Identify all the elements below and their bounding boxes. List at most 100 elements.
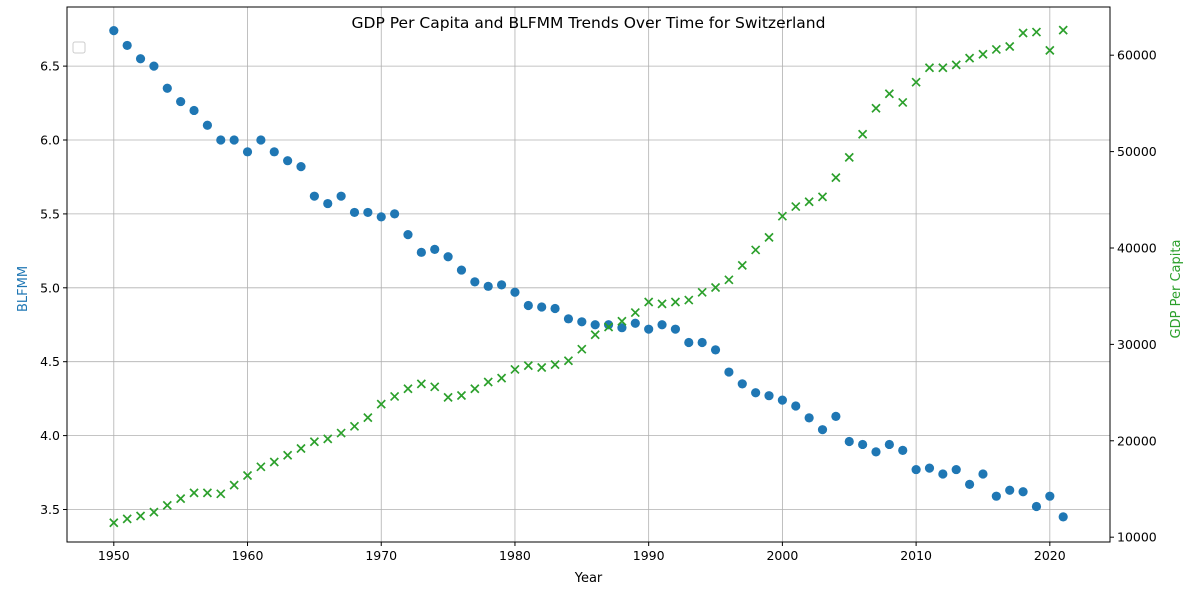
gdp-point — [390, 391, 400, 402]
blfmm-point — [122, 40, 132, 51]
gdp-point — [777, 211, 787, 221]
right-y-tick-label: 10000 — [1117, 530, 1157, 545]
blfmm-point — [964, 479, 975, 489]
blfmm-point — [443, 252, 453, 262]
blfmm-point — [617, 323, 627, 333]
blfmm-point — [1005, 485, 1015, 495]
gdp-point — [122, 514, 132, 524]
blfmm-point — [991, 491, 1001, 501]
gdp-point — [216, 489, 226, 499]
left-y-tick-label: 5.5 — [40, 206, 60, 221]
blfmm-point — [149, 61, 159, 71]
gdp-point — [764, 232, 774, 242]
gdp-point — [550, 360, 560, 370]
blfmm-series — [109, 26, 1068, 522]
x-tick-label: 2020 — [1034, 548, 1066, 563]
gdp-point — [978, 49, 988, 59]
gdp-point — [577, 344, 587, 354]
x-axis-label: Year — [574, 571, 603, 586]
blfmm-point — [924, 463, 935, 473]
gdp-point — [483, 377, 493, 387]
right-y-tick-label: 20000 — [1117, 433, 1157, 448]
gdp-point — [109, 518, 119, 528]
gdp-point — [791, 201, 801, 212]
gdp-point — [537, 362, 547, 373]
gdp-point — [751, 245, 761, 255]
legend — [72, 41, 86, 54]
blfmm-point — [390, 209, 400, 219]
x-tick-label: 2010 — [900, 548, 932, 563]
blfmm-point — [296, 162, 306, 172]
left-y-tick-label: 5.0 — [40, 280, 60, 295]
gdp-point — [617, 316, 627, 326]
gdp-point — [430, 382, 440, 392]
gdp-point — [256, 462, 266, 472]
gdp-point — [202, 488, 213, 498]
gdp-point — [510, 364, 520, 375]
blfmm-point — [1018, 487, 1028, 497]
blfmm-point — [470, 277, 480, 287]
gdp-point — [804, 197, 814, 207]
gdp-point — [456, 390, 467, 401]
blfmm-point — [537, 302, 547, 312]
x-tick-label: 1960 — [232, 548, 264, 563]
gdp-point — [710, 282, 721, 293]
blfmm-point — [550, 303, 560, 314]
blfmm-point — [376, 212, 386, 222]
left-y-tick-label: 4.5 — [40, 354, 60, 369]
gdp-point — [1005, 41, 1015, 52]
grid — [67, 7, 1110, 542]
gdp-point — [283, 450, 293, 460]
blfmm-point — [777, 395, 787, 405]
blfmm-point — [884, 439, 894, 450]
gdp-point — [189, 488, 199, 498]
blfmm-point — [363, 207, 373, 218]
blfmm-point — [1031, 501, 1042, 512]
gdp-point — [644, 297, 654, 307]
blfmm-point — [1045, 491, 1055, 501]
gdp-point — [416, 379, 426, 389]
blfmm-point — [938, 469, 948, 479]
chart-title: GDP Per Capita and BLFMM Trends Over Tim… — [352, 14, 826, 32]
gdp-point — [135, 511, 146, 521]
blfmm-point — [751, 388, 761, 398]
gdp-point — [176, 494, 186, 504]
blfmm-point — [951, 464, 961, 475]
gdp-point — [831, 173, 841, 183]
gdp-point — [1031, 27, 1042, 37]
left-y-tick-label: 6.0 — [40, 133, 60, 148]
gdp-point — [724, 275, 734, 285]
gdp-point — [1058, 25, 1068, 35]
x-tick-label: 2000 — [766, 548, 798, 563]
blfmm-point — [242, 147, 253, 157]
left-y-tick-label: 3.5 — [40, 502, 60, 517]
left-y-tick-label: 6.5 — [40, 59, 60, 74]
blfmm-point — [978, 469, 988, 479]
gdp-point — [911, 77, 921, 87]
blfmm-point — [644, 324, 654, 334]
blfmm-point — [336, 191, 346, 201]
left-y-axis: 3.5 4.0 4.5 5.0 5.5 6.0 6.5 — [40, 59, 67, 517]
gdp-point — [898, 97, 908, 108]
right-y-tick-label: 60000 — [1117, 48, 1157, 63]
blfmm-point — [804, 413, 814, 423]
gdp-point — [590, 330, 600, 340]
blfmm-point — [523, 300, 533, 311]
gdp-point — [242, 470, 253, 481]
gdp-point — [817, 192, 828, 202]
gdp-point — [309, 437, 319, 447]
x-tick-label: 1990 — [633, 548, 665, 563]
gdp-point — [323, 434, 333, 444]
gdp-point — [697, 287, 707, 297]
blfmm-point — [403, 229, 413, 240]
gdp-point — [630, 307, 640, 318]
blfmm-point — [216, 135, 226, 145]
blfmm-point — [764, 391, 774, 401]
blfmm-point — [871, 447, 881, 457]
gdp-point — [951, 60, 961, 70]
x-tick-label: 1980 — [499, 548, 531, 563]
x-tick-label: 1950 — [98, 548, 130, 563]
right-y-tick-label: 40000 — [1117, 240, 1157, 255]
x-axis: 1950 1960 1970 1980 1990 2000 2010 2020 — [98, 542, 1066, 563]
